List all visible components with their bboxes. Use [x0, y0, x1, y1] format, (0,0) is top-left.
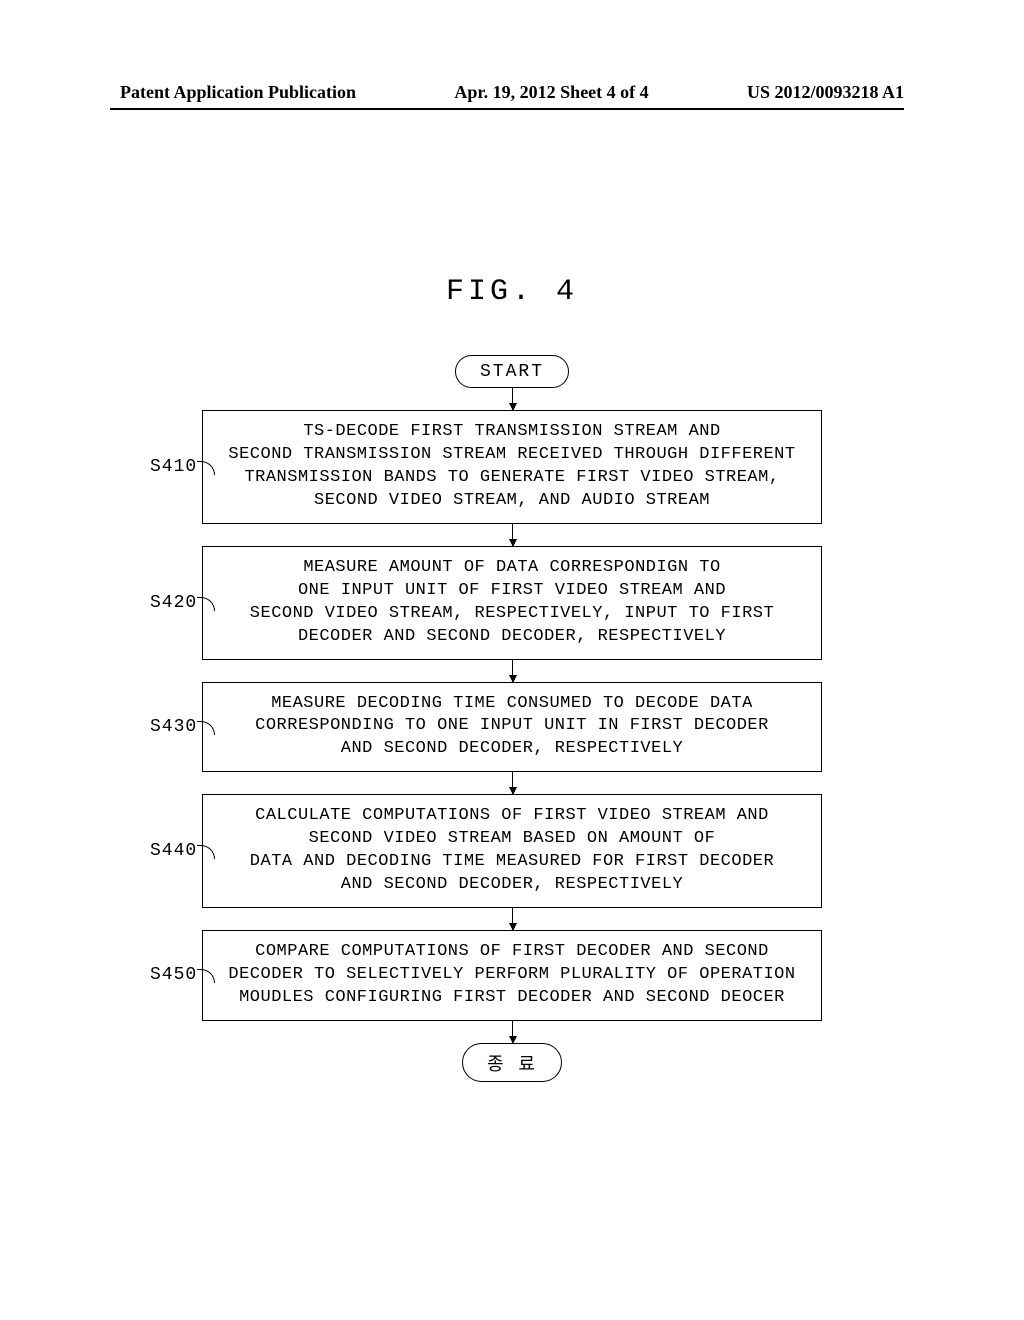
header-right: US 2012/0093218 A1 — [747, 82, 904, 103]
arrow-head-icon — [509, 1036, 517, 1044]
arrow — [512, 388, 513, 410]
header-left: Patent Application Publication — [120, 82, 356, 103]
figure-caption: FIG. 4 — [0, 275, 1024, 309]
terminator-start: START — [455, 355, 569, 388]
header-line: Patent Application Publication Apr. 19, … — [120, 82, 904, 103]
step-label-s410: S410 — [150, 457, 197, 477]
step-id-text: S430 — [150, 717, 197, 737]
step-row-s440: S440 CALCULATE COMPUTATIONS OF FIRST VID… — [0, 794, 1024, 908]
step-id-text: S420 — [150, 593, 197, 613]
step-id-text: S440 — [150, 841, 197, 861]
step-label-s450: S450 — [150, 965, 197, 985]
step-id-text: S450 — [150, 965, 197, 985]
flowchart: START S410 TS-DECODE FIRST TRANSMISSION … — [0, 355, 1024, 1082]
page-header: Patent Application Publication Apr. 19, … — [0, 82, 1024, 103]
arrow — [512, 908, 513, 930]
step-row-s420: S420 MEASURE AMOUNT OF DATA CORRESPONDIG… — [0, 546, 1024, 660]
step-row-s450: S450 COMPARE COMPUTATIONS OF FIRST DECOD… — [0, 930, 1024, 1021]
step-box-s430: MEASURE DECODING TIME CONSUMED TO DECODE… — [202, 682, 822, 773]
step-row-s430: S430 MEASURE DECODING TIME CONSUMED TO D… — [0, 682, 1024, 773]
step-id-text: S410 — [150, 457, 197, 477]
header-rule — [110, 108, 904, 110]
step-row-s410: S410 TS-DECODE FIRST TRANSMISSION STREAM… — [0, 410, 1024, 524]
step-label-s430: S430 — [150, 717, 197, 737]
step-box-s420: MEASURE AMOUNT OF DATA CORRESPONDIGN TO … — [202, 546, 822, 660]
step-label-s440: S440 — [150, 841, 197, 861]
step-box-s410: TS-DECODE FIRST TRANSMISSION STREAM AND … — [202, 410, 822, 524]
arrow — [512, 660, 513, 682]
header-mid: Apr. 19, 2012 Sheet 4 of 4 — [454, 82, 648, 103]
patent-page: Patent Application Publication Apr. 19, … — [0, 0, 1024, 1320]
arrow — [512, 1021, 513, 1043]
arrow — [512, 772, 513, 794]
arrow — [512, 524, 513, 546]
step-label-s420: S420 — [150, 593, 197, 613]
step-box-s450: COMPARE COMPUTATIONS OF FIRST DECODER AN… — [202, 930, 822, 1021]
terminator-end: 종 료 — [462, 1043, 562, 1082]
step-box-s440: CALCULATE COMPUTATIONS OF FIRST VIDEO ST… — [202, 794, 822, 908]
